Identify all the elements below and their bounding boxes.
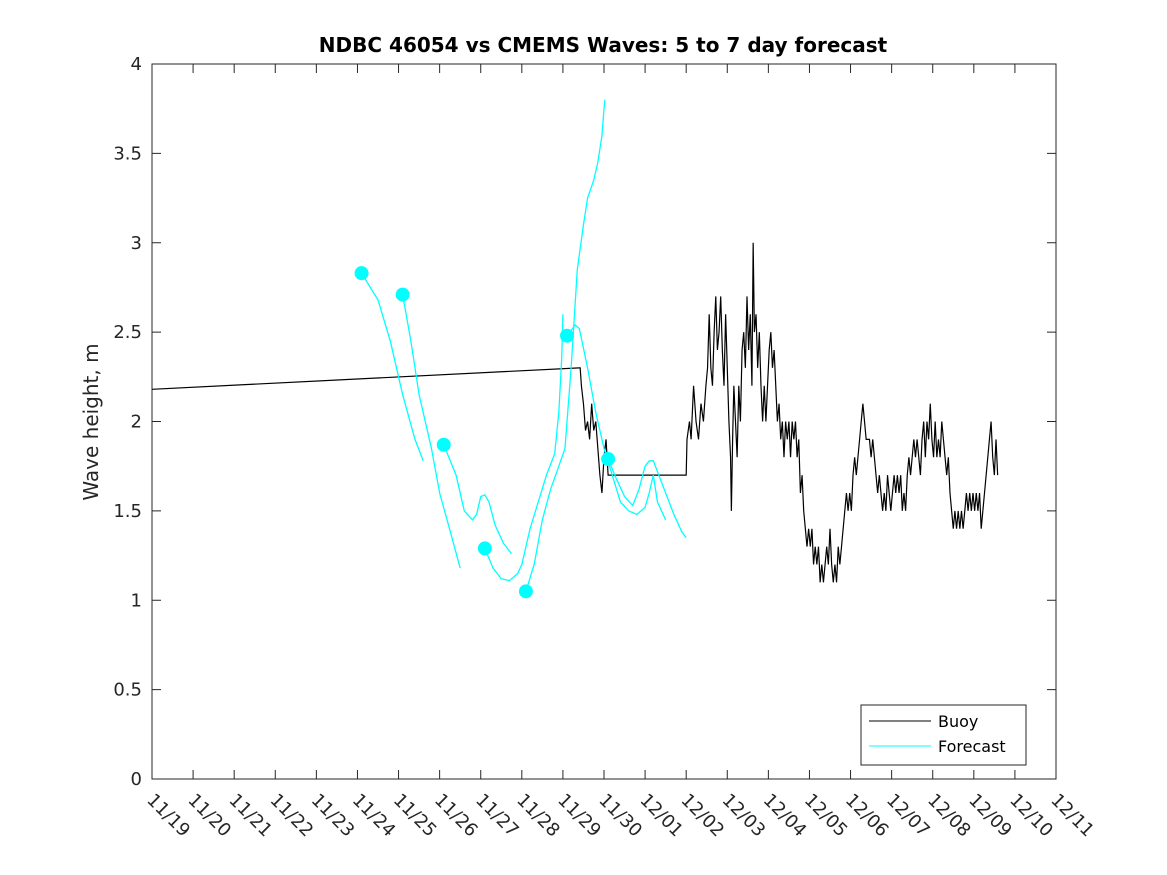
y-tick-label: 1 <box>131 590 142 611</box>
y-tick-label: 2 <box>131 412 142 433</box>
series-marker-forecast <box>518 584 533 599</box>
series-marker-forecast <box>436 437 451 452</box>
y-tick-label: 1.5 <box>113 501 142 522</box>
y-tick-label: 0.5 <box>113 680 142 701</box>
series-line-forecast <box>361 272 424 462</box>
series-line-forecast <box>566 324 667 521</box>
legend-box <box>860 704 1027 766</box>
y-tick-label: 3.5 <box>113 143 142 164</box>
y-axis-label: Wave height, m <box>79 343 103 500</box>
legend-label-forecast: Forecast <box>938 737 1006 756</box>
legend-label-buoy: Buoy <box>938 712 978 731</box>
series-marker-forecast <box>601 452 616 467</box>
series-line-buoy <box>151 242 999 583</box>
series-marker-forecast <box>395 287 410 302</box>
series-marker-forecast <box>560 328 575 343</box>
series-marker-forecast <box>477 541 492 556</box>
y-tick-label: 2.5 <box>113 322 142 343</box>
axes-box <box>151 63 1057 780</box>
series-line-forecast <box>484 314 564 582</box>
series-line-forecast <box>443 444 513 555</box>
legend: Buoy Forecast <box>860 704 1027 766</box>
plot-area: 11/1911/2011/2111/2211/2311/2411/2511/26… <box>113 54 1098 841</box>
y-tick-label: 3 <box>131 233 142 254</box>
series-line-forecast <box>402 294 461 569</box>
y-tick-label: 0 <box>131 769 142 790</box>
series-line-forecast <box>607 458 687 539</box>
series-marker-forecast <box>354 266 369 281</box>
y-tick-label: 4 <box>131 54 142 75</box>
series-layer <box>151 99 999 599</box>
chart-title: NDBC 46054 vs CMEMS Waves: 5 to 7 day fo… <box>319 33 888 57</box>
series-line-forecast <box>525 99 606 592</box>
